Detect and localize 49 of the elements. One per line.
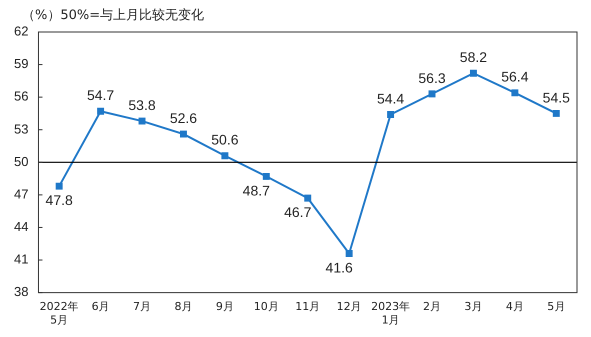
x-tick-label: 3月: [464, 300, 482, 314]
point: [470, 70, 477, 77]
x-tick-label: 10月: [254, 300, 279, 314]
x-tick-label: 2023年 1月: [371, 300, 410, 326]
data-label: 52.6: [170, 110, 198, 126]
point: [387, 111, 394, 118]
x-tick-label: 6月: [92, 300, 110, 314]
data-label: 58.2: [460, 49, 488, 66]
y-tick-label: 44: [14, 219, 28, 234]
x-tick-label: 11月: [295, 300, 320, 314]
data-label: 54.7: [86, 87, 114, 104]
point: [428, 90, 436, 98]
x-tick-label: 5月: [547, 300, 566, 314]
data-label: 56.4: [501, 68, 529, 85]
data-label: 41.6: [326, 259, 353, 276]
data-label: 53.8: [128, 96, 156, 113]
point: [304, 194, 312, 202]
data-label: 50.6: [211, 132, 239, 148]
data-label: 54.4: [376, 90, 404, 106]
x-tick-label: 12月: [336, 300, 362, 314]
x-tick-label: 4月: [506, 300, 524, 314]
y-tick-label: 62: [14, 24, 28, 39]
chart-title: （%）50%=与上月比较无变化: [22, 7, 204, 24]
point: [97, 108, 104, 115]
data-label: 54.5: [542, 89, 570, 106]
y-tick-label: 56: [14, 88, 28, 104]
y-tick-label: 41: [14, 252, 28, 267]
data-label: 48.7: [242, 182, 270, 198]
x-tick-label: 2月: [423, 300, 442, 314]
y-tick-label: 59: [14, 56, 28, 72]
point: [221, 152, 228, 160]
x-tick-label: 7月: [133, 300, 152, 314]
point: [262, 172, 270, 180]
data-label: 56.3: [418, 70, 446, 86]
y-tick-label: 38: [14, 284, 28, 300]
x-tick-label: 8月: [174, 300, 192, 314]
y-tick-label: 47: [14, 186, 28, 202]
point: [138, 118, 146, 125]
point: [56, 182, 63, 190]
point: [346, 250, 353, 257]
point: [511, 89, 518, 96]
x-tick-label: 9月: [216, 300, 234, 314]
x-tick-label: 2022年 5月: [40, 300, 79, 326]
y-tick-label: 53: [14, 121, 28, 136]
data-label: 46.7: [284, 204, 312, 220]
point: [180, 130, 187, 138]
data-label: 47.8: [46, 192, 74, 208]
y-tick-label: 50: [14, 154, 28, 169]
point: [552, 110, 560, 117]
